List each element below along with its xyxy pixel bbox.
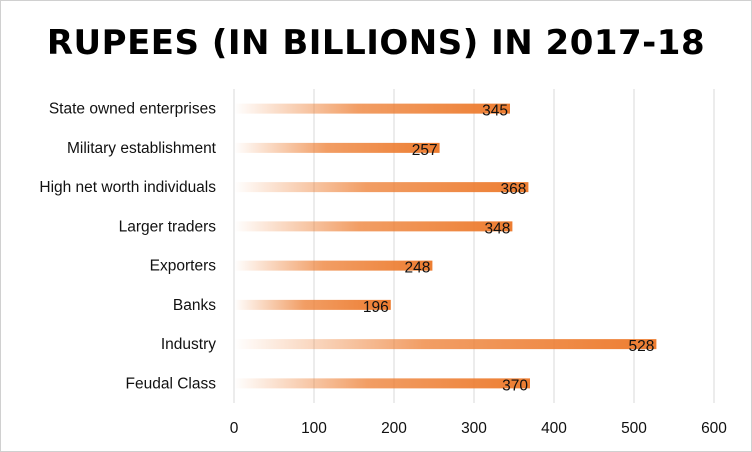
- category-label: High net worth individuals: [39, 179, 216, 196]
- data-label: 368: [501, 181, 527, 198]
- x-tick-label: 0: [230, 420, 239, 437]
- category-label: State owned enterprises: [49, 101, 216, 118]
- category-label: Banks: [173, 297, 216, 314]
- data-label: 257: [412, 142, 438, 159]
- x-axis-ticks: 0 100 200 300 400 500 600: [230, 420, 728, 437]
- category-labels: State owned enterprises Military establis…: [39, 101, 216, 393]
- category-label: Feudal Class: [126, 375, 217, 392]
- x-tick-label: 100: [301, 420, 327, 437]
- category-label: Military establishment: [67, 140, 217, 157]
- category-label: Industry: [161, 336, 216, 353]
- data-label: 196: [363, 299, 389, 316]
- chart-title: RUPEES (IN BILLIONS) IN 2017-18: [46, 23, 706, 63]
- data-label: 248: [405, 260, 431, 277]
- bar: [234, 378, 530, 389]
- bars: [234, 103, 657, 389]
- x-tick-label: 600: [701, 420, 727, 437]
- data-label: 345: [482, 103, 508, 120]
- data-labels: 345 257 368 348 248 196 528 370: [363, 103, 654, 395]
- x-tick-label: 400: [541, 420, 567, 437]
- bar: [234, 339, 657, 350]
- bar: [234, 299, 391, 310]
- bar: [234, 182, 529, 193]
- x-tick-label: 200: [381, 420, 407, 437]
- category-label: Larger traders: [119, 218, 217, 235]
- x-tick-label: 300: [461, 420, 487, 437]
- bar: [234, 260, 433, 271]
- gridlines: [233, 89, 715, 403]
- bar: [234, 103, 510, 114]
- data-label: 348: [485, 220, 511, 237]
- data-label: 370: [502, 377, 528, 394]
- bar: [234, 142, 440, 153]
- data-label: 528: [629, 338, 655, 355]
- x-tick-label: 500: [621, 420, 647, 437]
- bar: [234, 221, 513, 232]
- category-label: Exporters: [150, 258, 217, 275]
